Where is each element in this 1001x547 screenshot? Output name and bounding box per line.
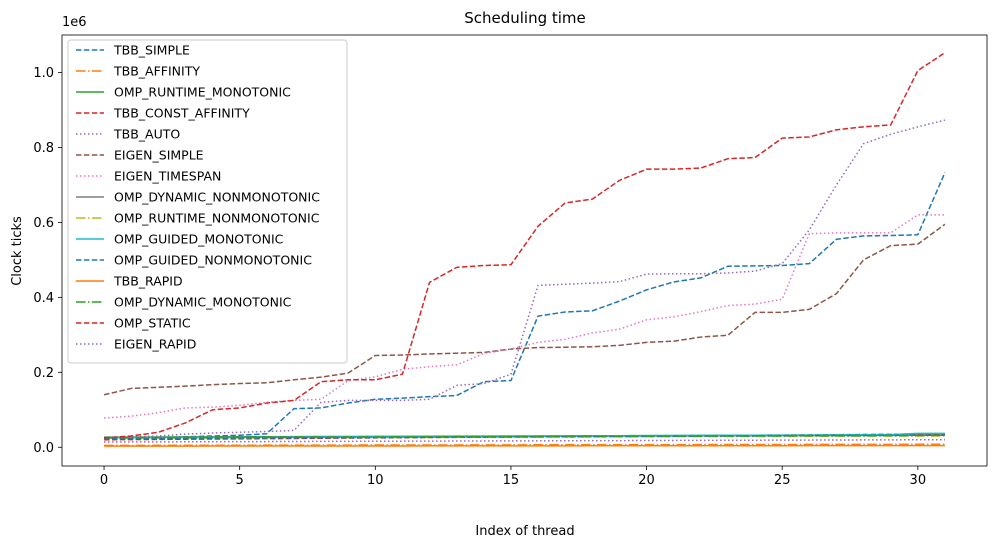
series-line-11 — [104, 444, 945, 447]
legend-box — [67, 39, 348, 364]
legend-label: TBB_CONST_AFFINITY — [113, 106, 250, 121]
series-line-13 — [103, 51, 946, 439]
series-line-14 — [104, 438, 945, 443]
y-offset-label: 1e6 — [62, 15, 87, 30]
y-tick-label: 0.4 — [33, 291, 54, 306]
y-axis: 0.0 0.2 0.4 0.6 0.8 1.0 — [33, 66, 62, 456]
legend: TBB_SIMPLE TBB_AFFINITY OMP_RUNTIME_MONOTO… — [67, 39, 348, 364]
plot-frame — [61, 34, 988, 467]
y-tick-label: 0.6 — [33, 216, 54, 231]
legend-label: TBB_SIMPLE — [113, 43, 190, 58]
x-tick-label: 30 — [910, 473, 927, 488]
legend-label: OMP_DYNAMIC_MONOTONIC — [114, 295, 292, 310]
series-layer — [103, 51, 946, 447]
legend-label: EIGEN_TIMESPAN — [114, 169, 221, 184]
x-tick-label: 15 — [503, 473, 520, 488]
series-line-6 — [103, 214, 945, 419]
legend-label: EIGEN_SIMPLE — [114, 148, 204, 163]
x-tick-label: 20 — [638, 473, 655, 488]
chart-title: Scheduling time — [464, 9, 586, 27]
legend-label: TBB_AUTO — [113, 127, 180, 142]
legend-label: OMP_GUIDED_MONOTONIC — [114, 232, 284, 247]
series-line-1 — [104, 443, 945, 447]
x-tick-label: 10 — [367, 473, 384, 488]
x-tick-label: 25 — [774, 473, 791, 488]
x-axis: 0 5 10 15 20 25 30 — [100, 466, 926, 488]
y-tick-label: 1.0 — [33, 66, 54, 81]
series-line-5 — [103, 223, 946, 396]
legend-label: OMP_GUIDED_NONMONOTONIC — [114, 253, 312, 268]
x-axis-label: Index of thread — [475, 524, 574, 539]
legend-label: TBB_RAPID — [113, 274, 183, 289]
series-line-12 — [104, 434, 945, 439]
x-tick-label: 0 — [100, 473, 108, 488]
legend-label: OMP_RUNTIME_NONMONOTONIC — [114, 211, 320, 226]
y-tick-label: 0.8 — [33, 141, 54, 156]
y-axis-label: Clock ticks — [10, 216, 25, 286]
y-tick-label: 0.0 — [33, 441, 54, 456]
legend-label: OMP_RUNTIME_MONOTONIC — [114, 85, 291, 100]
legend-label: OMP_STATIC — [114, 316, 191, 331]
legend-label: EIGEN_RAPID — [114, 337, 196, 352]
x-tick-label: 5 — [236, 473, 244, 488]
y-tick-label: 0.2 — [33, 366, 54, 381]
legend-label: TBB_AFFINITY — [113, 64, 200, 79]
legend-label: OMP_DYNAMIC_NONMONOTONIC — [114, 190, 320, 205]
series-line-4 — [103, 119, 946, 440]
